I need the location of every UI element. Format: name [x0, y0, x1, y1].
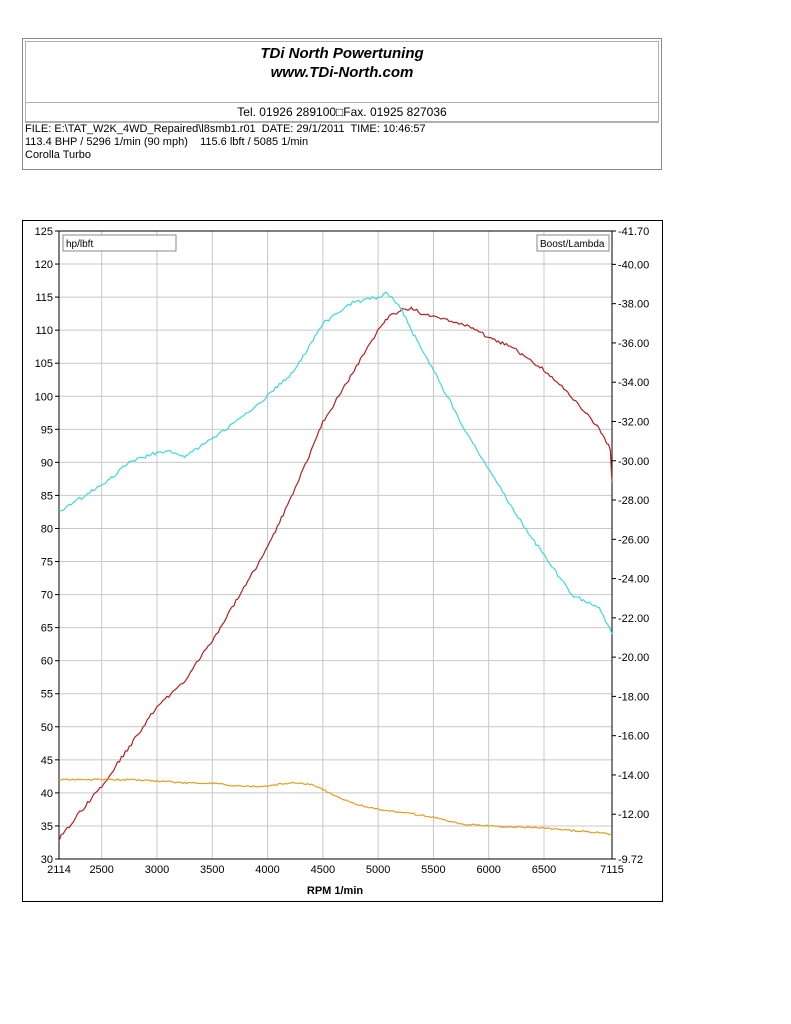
car-name: Corolla Turbo — [25, 149, 92, 161]
y-right-tick-label: -12.00 — [618, 809, 649, 821]
y-left-tick-label: 40 — [41, 788, 53, 800]
y-right-tick-label: -34.00 — [618, 377, 649, 389]
x-axis-label: RPM 1/min — [307, 885, 364, 897]
y-left-tick-label: 120 — [35, 259, 53, 271]
right-axis-label: Boost/Lambda — [540, 239, 605, 250]
website-url: www.TDi-North.com — [270, 64, 414, 81]
y-left-tick-label: 65 — [41, 623, 53, 635]
left-legend-box — [62, 234, 177, 252]
torque-line — [58, 291, 613, 635]
title-area: TDi North Powertuning www.TDi-North.com — [25, 41, 659, 103]
y-right-tick-label: -16.00 — [618, 731, 649, 743]
header-panel: TDi North Powertuning www.TDi-North.com … — [22, 38, 662, 170]
y-left-tick-label: 95 — [41, 424, 53, 436]
y-left-tick-label: 70 — [41, 590, 53, 602]
boost-line — [58, 778, 613, 836]
y-right-tick-label: -30.00 — [618, 456, 649, 468]
chart-canvas: 2114 2500 3000 3500 4000 4500 5000 5500 6000 6500… — [35, 226, 650, 897]
x-tick-label: 3000 — [145, 864, 169, 876]
series-layer — [58, 291, 613, 842]
file-info: FILE: E:\TAT_W2K_4WD_Repaired\l8smb1.r01… — [25, 123, 426, 135]
contact-line: Tel. 01926 289100□Fax. 01925 827036 — [25, 102, 659, 122]
y-right-tick-label: -36.00 — [618, 338, 649, 350]
grid — [58, 230, 613, 860]
y-left-tick-label: 105 — [35, 358, 53, 370]
y-left-tick-label: 60 — [41, 656, 53, 668]
y-right-tick-label: -18.00 — [618, 691, 649, 703]
y-right-tick-label: -26.00 — [618, 534, 649, 546]
info-area: FILE: E:\TAT_W2K_4WD_Repaired\l8smb1.r01… — [25, 122, 659, 169]
y-right-tick-label: -28.00 — [618, 495, 649, 507]
y-left-tick-label: 30 — [41, 854, 53, 866]
dyno-chart: 2114 2500 3000 3500 4000 4500 5000 5500 6000 6500… — [22, 220, 663, 902]
y-left-tick-label: 75 — [41, 557, 53, 569]
y-left-tick-label: 85 — [41, 490, 53, 502]
y-right-tick-label: -32.00 — [618, 416, 649, 428]
y-left-tick-label: 55 — [41, 689, 53, 701]
power-line — [58, 306, 613, 842]
x-tick-label: 3500 — [200, 864, 224, 876]
y-left-tick-label: 50 — [41, 722, 53, 734]
plot-frame — [58, 230, 613, 860]
axis-labels: 2114 2500 3000 3500 4000 4500 5000 5500 6000 6500… — [35, 226, 650, 876]
y-left-tick-label: 90 — [41, 457, 53, 469]
y-right-tick-label: -40.00 — [618, 259, 649, 271]
y-left-tick-label: 115 — [35, 292, 53, 304]
x-tick-label: 2114 — [47, 864, 71, 876]
y-right-tick-label: -38.00 — [618, 299, 649, 311]
x-tick-label: 4500 — [311, 864, 335, 876]
y-right-tick-label: -24.00 — [618, 574, 649, 586]
y-left-tick-label: 35 — [41, 821, 53, 833]
x-tick-label: 6000 — [476, 864, 500, 876]
x-tick-label: 5500 — [421, 864, 445, 876]
y-left-tick-label: 125 — [35, 226, 53, 238]
x-tick-label: 5000 — [366, 864, 390, 876]
x-tick-label: 6500 — [532, 864, 556, 876]
company-name: TDi North Powertuning — [260, 45, 424, 62]
y-right-tick-label: -22.00 — [618, 613, 649, 625]
y-left-tick-label: 100 — [35, 391, 53, 403]
y-left-tick-label: 110 — [35, 325, 53, 337]
y-right-tick-label: -14.00 — [618, 770, 649, 782]
y-right-tick-label: -9.72 — [618, 854, 643, 866]
x-tick-label: 7115 — [600, 864, 624, 876]
left-axis-label: hp/lbft — [66, 239, 93, 250]
x-tick-label: 4000 — [255, 864, 279, 876]
y-left-tick-label: 45 — [41, 755, 53, 767]
y-right-tick-label: -41.70 — [618, 226, 649, 238]
x-tick-label: 2500 — [89, 864, 113, 876]
y-left-tick-label: 80 — [41, 523, 53, 535]
y-right-tick-label: -20.00 — [618, 652, 649, 664]
right-legend-box — [536, 234, 610, 252]
result-summary: 113.4 BHP / 5296 1/min (90 mph) 115.6 lb… — [25, 136, 309, 148]
